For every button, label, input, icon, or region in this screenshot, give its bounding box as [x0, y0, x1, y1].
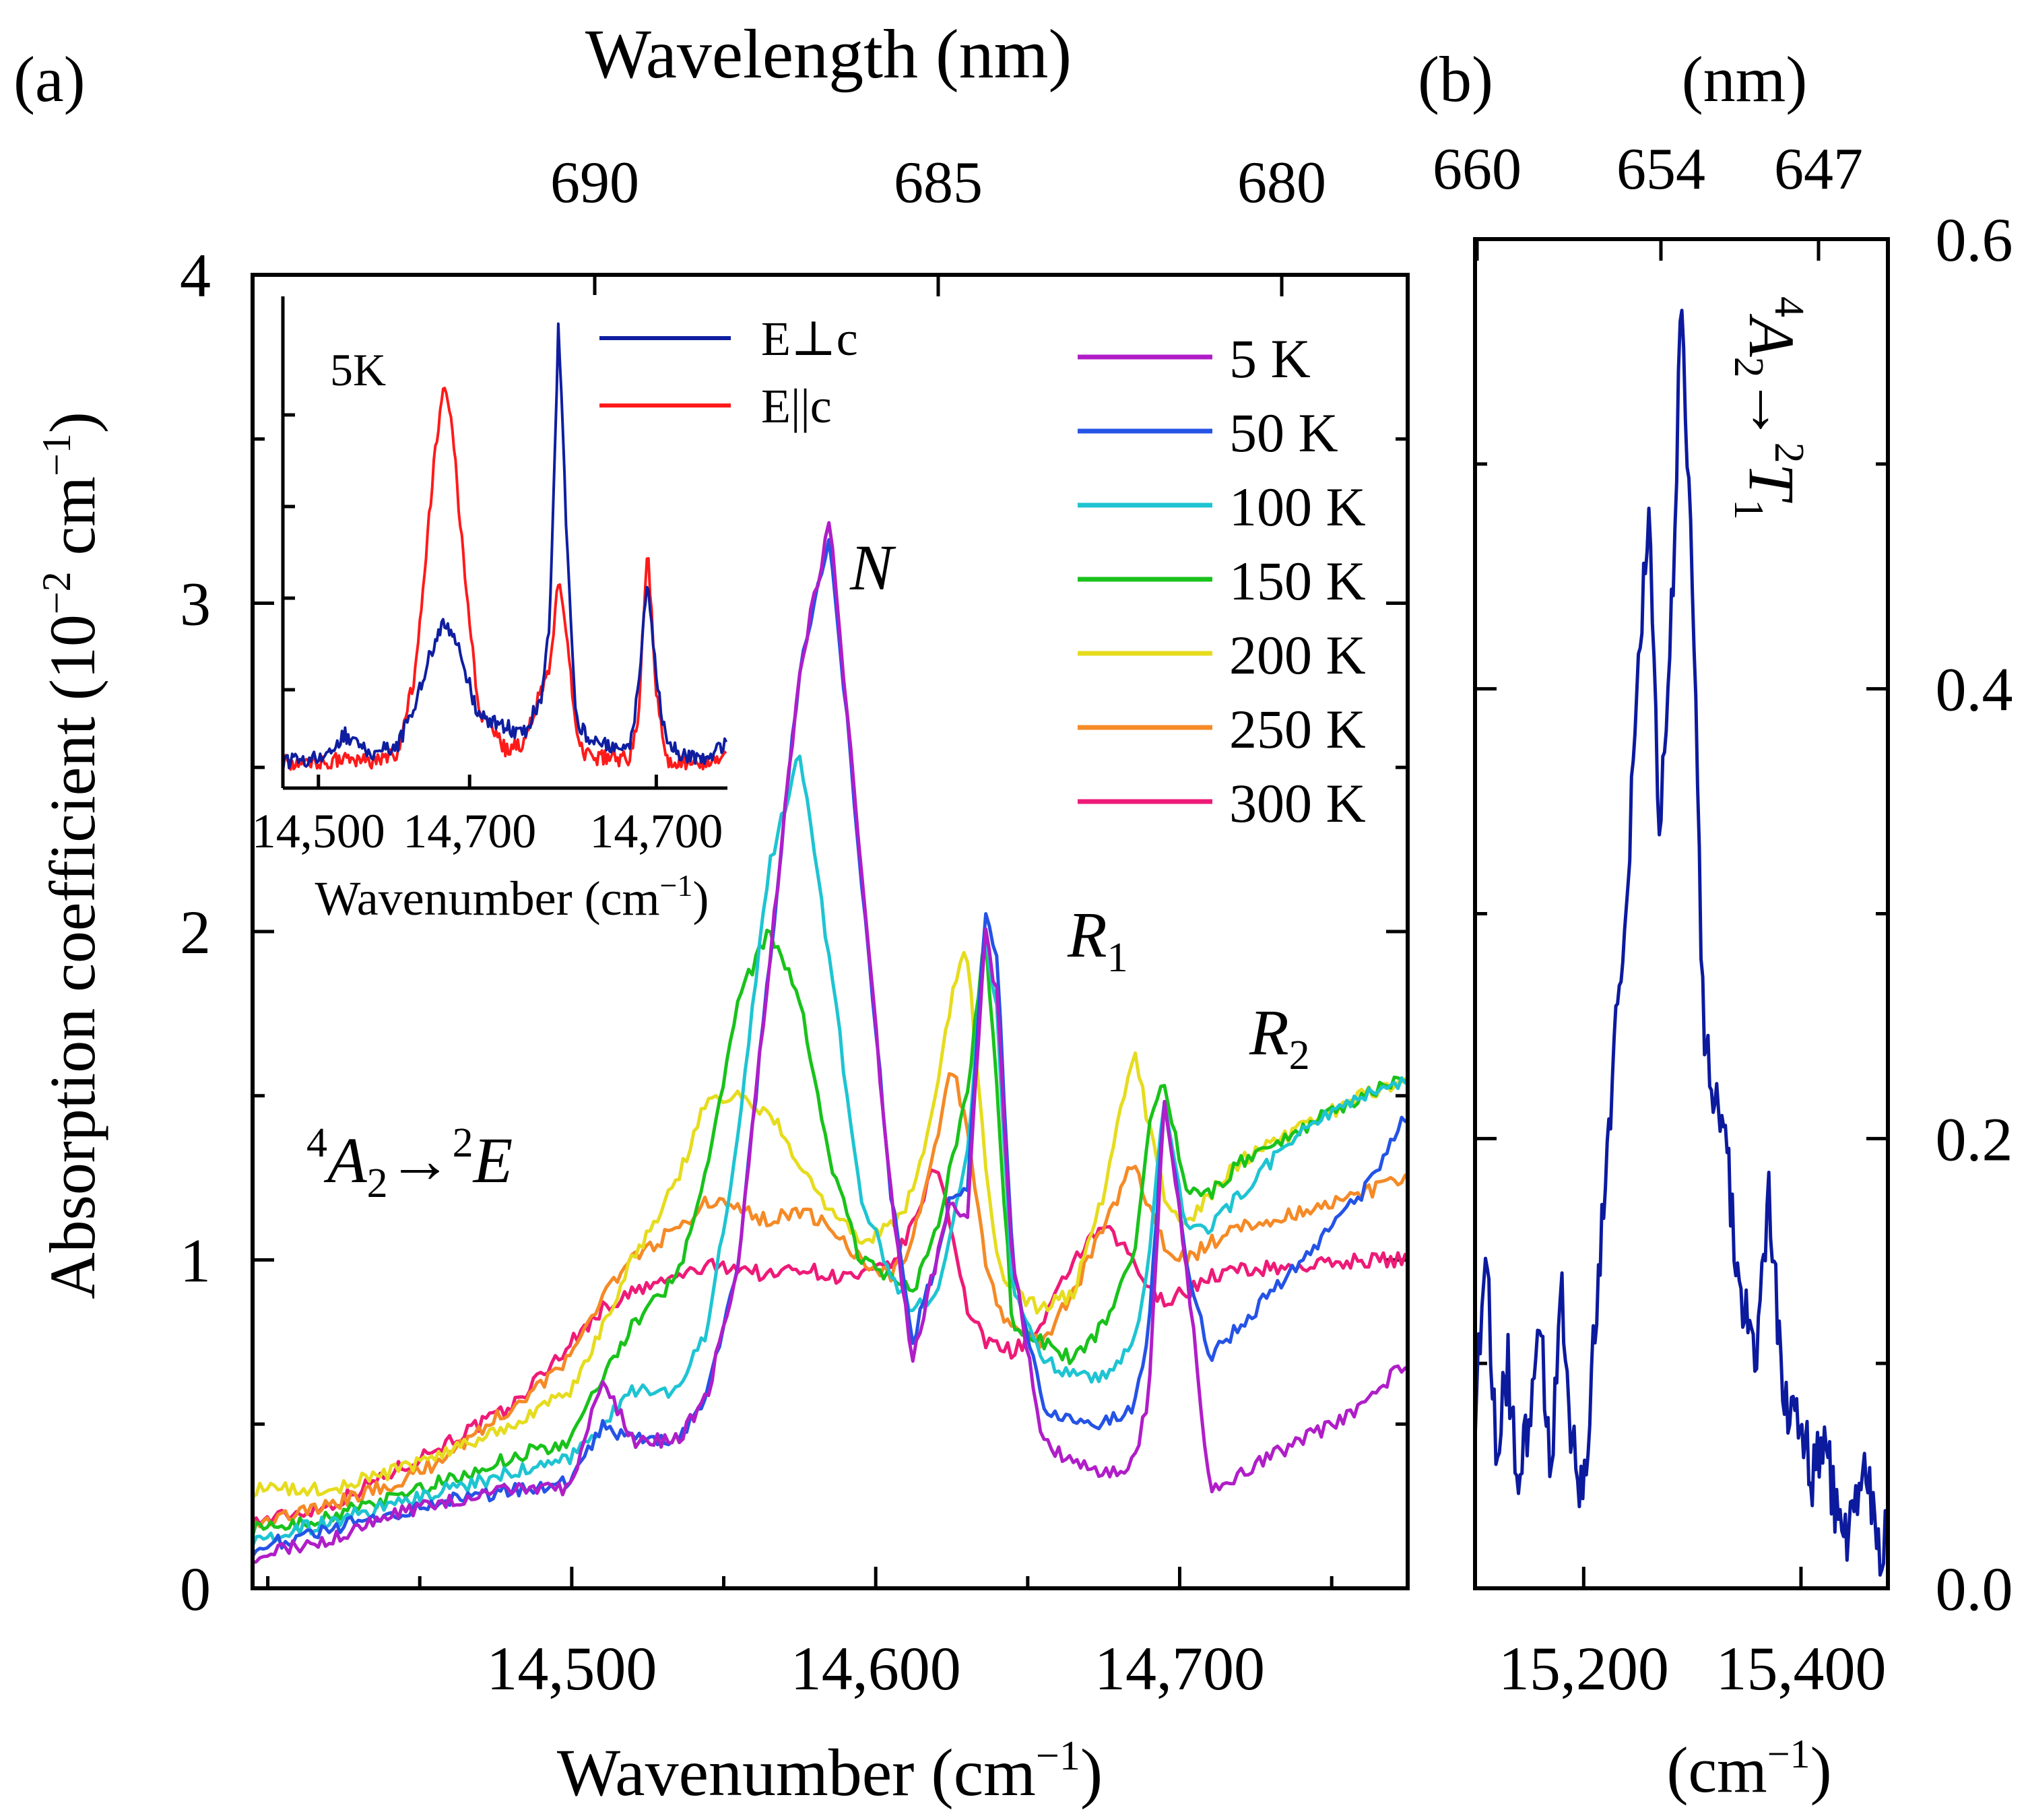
y-tick-label-0: 0	[180, 1555, 211, 1623]
inset-x-tick-labels: 14,500 14,700 14,700	[252, 804, 723, 858]
inset-temperature-label: 5K	[330, 344, 386, 395]
series-line-250-k	[251, 1072, 1407, 1532]
series-line-200-k	[251, 950, 1407, 1499]
panel-a-axes: 0 1 2 3 4 14,500 14,600 14,700	[180, 241, 1408, 1703]
inset-legend-item-e-c: E⊥c	[599, 312, 858, 366]
b-y-tick-label-0.4: 0.4	[1936, 655, 2013, 724]
y-tick-label-1: 1	[180, 1227, 211, 1295]
b-top-tick-660: 660	[1433, 137, 1522, 202]
y-tick-label-4: 4	[180, 241, 211, 310]
y-tick-label-2: 2	[180, 898, 211, 967]
b-y-tick-label-0.2: 0.2	[1936, 1105, 2013, 1173]
inset-legend-label: E||c	[761, 379, 832, 433]
legend-label: 150 K	[1229, 550, 1366, 612]
series-line-100-k	[251, 754, 1407, 1549]
panel-b-top-axis-label: (nm)	[1682, 43, 1808, 115]
inset-x-tick-label: 14,700	[589, 804, 723, 858]
series-line-300-k	[251, 1168, 1407, 1532]
x-tick-label-14700: 14,700	[1094, 1634, 1265, 1703]
panel-a-x-axis-label: Wavenumber (cm−1)	[557, 1733, 1103, 1810]
legend-item-100-k: 100 K	[1078, 476, 1366, 538]
panel-a-legend: 5 K 50 K 100 K 150 K 200 K 250 K 300 K	[1078, 328, 1366, 834]
legend-label: 5 K	[1229, 328, 1311, 389]
top-tick-685: 685	[894, 150, 983, 216]
b-top-tick-654: 654	[1616, 137, 1705, 202]
inset-background	[280, 295, 727, 790]
panel-b-top-tick-labels: 660 654 647	[1433, 137, 1863, 202]
inset-x-tick-label: 14,500	[252, 804, 385, 858]
series-line-150-k	[251, 928, 1407, 1538]
inset-x-axis-label: Wavenumber (cm−1)	[315, 868, 709, 925]
legend-item-200-k: 200 K	[1078, 624, 1366, 686]
inset-legend-item-e-c: E||c	[599, 379, 832, 433]
panel-a-transition-label: 4A2→2E	[306, 1120, 513, 1206]
x-tick-label-14500: 14,500	[486, 1634, 657, 1703]
panel-b-frame	[1473, 237, 1890, 1590]
series-line-5-k	[251, 521, 1407, 1565]
legend-label: 300 K	[1229, 773, 1366, 834]
legend-label: 200 K	[1229, 624, 1366, 686]
top-tick-690: 690	[550, 150, 639, 216]
y-tick-label-3: 3	[180, 570, 211, 639]
legend-item-50-k: 50 K	[1078, 402, 1338, 463]
panel-b-curves	[1473, 308, 1889, 1577]
b-y-tick-label-0.6: 0.6	[1936, 205, 2013, 274]
series-line-50-k	[251, 538, 1407, 1558]
panel-a-y-axis-label: Absorption coefficient (10−2 cm−1)	[34, 412, 108, 1299]
panel-b-axes: 0.0 0.2 0.4 0.6 15,200 15,400	[1475, 205, 2013, 1703]
legend-item-250-k: 250 K	[1078, 698, 1366, 760]
legend-label: 100 K	[1229, 476, 1366, 538]
b-series-line-5-k	[1473, 308, 1889, 1577]
inset-x-tick-label: 14,700	[403, 804, 536, 858]
inset-curves	[282, 322, 728, 771]
legend-label: 250 K	[1229, 698, 1366, 760]
peak-label-R2: R2	[1249, 996, 1310, 1078]
panel-a-frame	[251, 273, 1410, 1590]
b-x-tick-label-15400: 15,400	[1715, 1634, 1886, 1703]
top-tick-680: 680	[1237, 150, 1326, 216]
legend-item-150-k: 150 K	[1078, 550, 1366, 612]
inset-plot: 5K E⊥c E||c 14,500 14,700 14,700 Wavenumber…	[252, 295, 858, 925]
inset-ticks	[283, 413, 658, 788]
b-x-tick-label-15200: 15,200	[1499, 1634, 1669, 1703]
inset-legend-label: E⊥c	[761, 312, 858, 366]
panel-a-curves	[251, 521, 1407, 1565]
b-y-tick-label-0: 0.0	[1936, 1555, 2013, 1623]
panel-b-transition-label: 4A2→2T1	[1726, 296, 1812, 520]
panel-b-x-axis-label: (cm−1)	[1666, 1732, 1831, 1806]
inset-series-line-e-c	[282, 322, 728, 771]
legend-item-5-k: 5 K	[1078, 328, 1311, 389]
legend-item-300-k: 300 K	[1078, 773, 1366, 834]
panel-b-label: (b)	[1418, 43, 1493, 115]
peak-label-R1: R1	[1067, 899, 1128, 981]
legend-label: 50 K	[1229, 402, 1338, 463]
b-top-tick-647: 647	[1774, 137, 1863, 202]
inset-legend: E⊥c E||c	[599, 312, 858, 433]
panel-a-label: (a)	[13, 43, 86, 115]
x-tick-label-14600: 14,600	[791, 1634, 961, 1703]
peak-label-N: N	[849, 531, 896, 604]
panel-a-top-axis-label: Wavelength (nm)	[585, 15, 1072, 93]
panel-a-top-tick-labels: 690 685 680	[550, 150, 1326, 216]
